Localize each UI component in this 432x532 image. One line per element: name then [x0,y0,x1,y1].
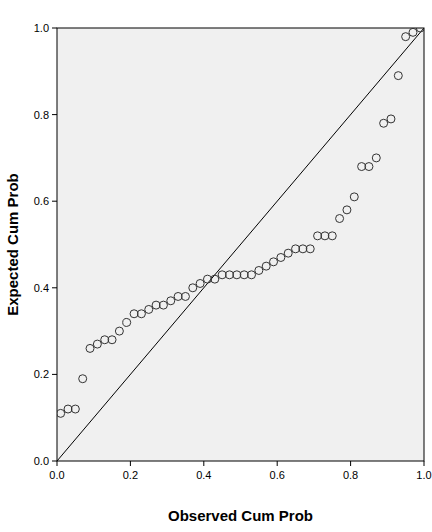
point [299,245,307,253]
point [402,33,410,41]
point [336,215,344,223]
y-tick [52,374,57,375]
point [130,310,138,318]
x-tick-label: 0.6 [270,469,285,481]
point [101,336,109,344]
point [270,258,278,266]
y-tick-label: 0.2 [34,368,49,380]
point [64,405,72,413]
point [350,193,358,201]
point [189,284,197,292]
point [306,245,314,253]
point [196,279,204,287]
point [159,301,167,309]
plot-marks [57,28,424,461]
point [314,232,322,240]
x-tick-label: 0.0 [49,469,64,481]
x-tick-label: 0.4 [196,469,211,481]
y-tick-label: 1.0 [34,22,49,34]
point [380,119,388,127]
y-tick-label: 0.6 [34,195,49,207]
y-tick-label: 0.4 [34,282,49,294]
x-tick [350,461,351,466]
point [93,340,101,348]
point [358,163,366,171]
point [174,292,182,300]
point [225,271,233,279]
y-axis-label: Expected Cum Prob [4,173,21,316]
x-tick [130,461,131,466]
point [255,266,263,274]
point [277,253,285,261]
point [328,232,336,240]
y-tick [52,461,57,462]
point [152,301,160,309]
point [115,327,123,335]
reference-line [57,28,424,461]
point [321,232,329,240]
point [416,28,424,32]
point [343,206,351,214]
point [394,72,402,80]
point [145,305,153,313]
point [387,115,395,123]
point [262,262,270,270]
point [79,375,87,383]
plot-area [57,28,424,461]
x-tick-label: 0.8 [343,469,358,481]
point [218,271,226,279]
point [292,245,300,253]
x-tick-label: 1.0 [416,469,431,481]
point [211,275,219,283]
point [203,275,211,283]
x-tick-label: 0.2 [123,469,138,481]
y-tick [52,28,57,29]
point [108,336,116,344]
point [123,318,131,326]
y-tick-label: 0.0 [34,455,49,467]
y-tick [52,114,57,115]
x-tick [203,461,204,466]
y-tick [52,201,57,202]
point [248,271,256,279]
point [365,163,373,171]
point [71,405,79,413]
point [57,409,65,417]
point [372,154,380,162]
point [284,249,292,257]
point [409,28,417,36]
chart: 0.0 0.2 0.4 0.6 0.8 1.0 0.0 0.2 0.4 0.6 0.8 1.0 Obse… [0,0,432,532]
x-tick [57,461,58,466]
y-tick [52,287,57,288]
point [86,344,94,352]
x-tick [424,461,425,466]
point [181,292,189,300]
point [233,271,241,279]
x-tick [277,461,278,466]
x-axis-label: Observed Cum Prob [168,507,313,524]
point [137,310,145,318]
y-tick-label: 0.8 [34,109,49,121]
point [240,271,248,279]
point [167,297,175,305]
